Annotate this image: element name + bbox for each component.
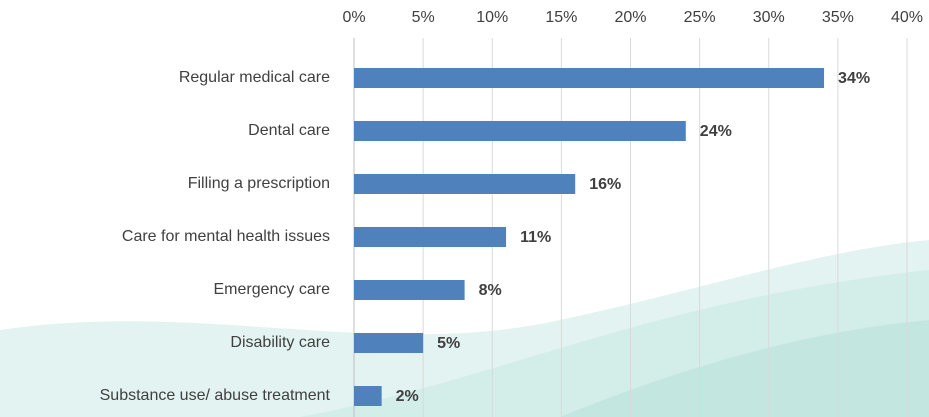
data-label: 5% (437, 335, 460, 352)
y-tick-label: Disability care (230, 334, 330, 351)
bar (354, 386, 382, 406)
bar (354, 280, 465, 300)
y-tick-label: Emergency care (214, 281, 331, 298)
y-tick-label: Dental care (248, 122, 330, 139)
x-tick-label: 35% (822, 9, 854, 26)
background-wave (560, 320, 929, 417)
data-label: 2% (396, 388, 419, 405)
x-tick-label: 40% (891, 9, 923, 26)
bar (354, 227, 507, 247)
y-tick-label: Substance use/ abuse treatment (100, 387, 331, 404)
x-tick-label: 10% (476, 9, 508, 26)
x-tick-label: 15% (545, 9, 577, 26)
data-label: 16% (589, 176, 621, 193)
x-tick-label: 5% (412, 9, 435, 26)
y-tick-label: Filling a prescription (188, 175, 330, 192)
x-tick-label: 0% (342, 9, 365, 26)
data-label: 24% (700, 123, 732, 140)
data-label: 8% (479, 282, 502, 299)
y-tick-label: Regular medical care (179, 69, 330, 86)
x-tick-label: 25% (684, 9, 716, 26)
data-label: 11% (520, 229, 551, 246)
bar (354, 121, 686, 141)
bar (354, 174, 576, 194)
bar (354, 68, 825, 88)
bar (354, 333, 424, 353)
x-tick-label: 30% (753, 9, 785, 26)
y-tick-label: Care for mental health issues (122, 228, 330, 245)
x-tick-label: 20% (614, 9, 646, 26)
data-label: 34% (838, 70, 870, 87)
